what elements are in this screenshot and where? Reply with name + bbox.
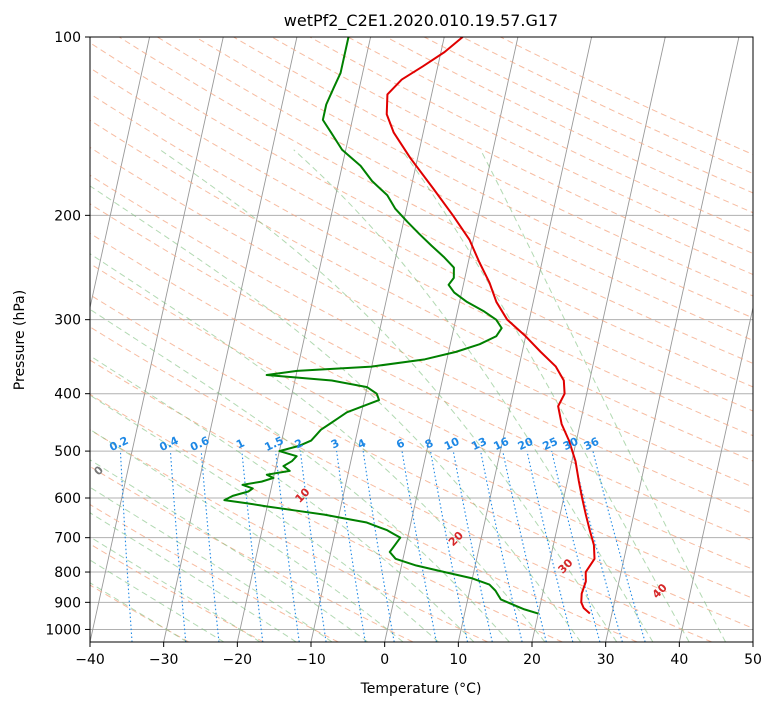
mixing-ratio-line bbox=[362, 451, 395, 642]
y-tick-label: 500 bbox=[54, 444, 81, 460]
y-axis-label: Pressure (hPa) bbox=[12, 290, 28, 390]
y-tick-label: 700 bbox=[54, 531, 81, 547]
dry-adiabat-line bbox=[90, 326, 712, 642]
dry-adiabat-line bbox=[90, 232, 753, 570]
dry-adiabat-line bbox=[90, 263, 753, 599]
isotherm-line bbox=[457, 37, 593, 642]
mixing-ratio-line bbox=[526, 450, 574, 642]
isotherm-line bbox=[163, 37, 298, 642]
moist-adiabat-line bbox=[159, 149, 618, 642]
moist-adiabat-line bbox=[90, 536, 261, 642]
x-tick-label: 30 bbox=[597, 652, 615, 668]
mixing-ratio-label: 36 bbox=[582, 435, 602, 453]
chart-title: wetPf2_C2E1.2020.010.19.57.G17 bbox=[284, 11, 558, 31]
isotherm-line bbox=[90, 37, 224, 642]
isotherm-line bbox=[531, 37, 666, 642]
moist-adiabat-line bbox=[90, 185, 582, 642]
dewpoint-line bbox=[223, 37, 539, 615]
isotherm-line bbox=[236, 37, 372, 642]
moist-adiabat-line bbox=[90, 512, 297, 642]
y-tick-label: 400 bbox=[54, 387, 81, 403]
temperature-line bbox=[385, 37, 596, 615]
mixing-ratio-line bbox=[401, 451, 437, 642]
moist-adiabat-line bbox=[480, 149, 727, 642]
mixing-ratio-line bbox=[299, 451, 327, 642]
x-axis-label: Temperature (°C) bbox=[360, 681, 482, 697]
isotherm-line bbox=[678, 305, 753, 642]
sounding-series bbox=[223, 37, 596, 615]
y-tick-label: 900 bbox=[54, 595, 81, 611]
mixing-ratio-line bbox=[452, 450, 493, 642]
dry-adiabat-line bbox=[90, 146, 753, 488]
dry-adiabat-line bbox=[118, 37, 753, 364]
y-tick-label: 600 bbox=[54, 491, 81, 507]
dry-adiabat-line bbox=[195, 37, 753, 319]
dry-adiabat-line bbox=[90, 203, 753, 542]
moist-adiabat-line bbox=[90, 486, 333, 642]
mixing-ratio-label: 16 bbox=[492, 435, 512, 453]
mixing-ratio-label: 25 bbox=[541, 435, 560, 453]
x-tick-label: 40 bbox=[670, 652, 688, 668]
moist-adiabat-line bbox=[90, 428, 404, 642]
dry-adiabat-line bbox=[90, 393, 563, 642]
mixing-ratio-line bbox=[551, 450, 601, 642]
x-tick-label: −20 bbox=[223, 652, 253, 668]
mixing-ratio-line bbox=[336, 451, 366, 642]
x-tick-label: −40 bbox=[75, 652, 105, 668]
dry-adiabat-line bbox=[385, 37, 753, 214]
isotherm-line bbox=[384, 37, 519, 642]
x-tick-label: −10 bbox=[296, 652, 326, 668]
y-tick-label: 800 bbox=[54, 565, 81, 581]
isotherm-line bbox=[605, 37, 740, 642]
mixing-ratio-line bbox=[592, 450, 646, 642]
mixing-ratio-line bbox=[502, 450, 547, 642]
dry-adiabat-line bbox=[271, 37, 753, 276]
y-tick-label: 200 bbox=[54, 208, 81, 224]
isotherms bbox=[90, 37, 753, 642]
dry-adiabat-line bbox=[90, 174, 753, 515]
dry-adiabat-line bbox=[157, 37, 753, 341]
moist-adiabat-line bbox=[90, 559, 225, 642]
y-tick-label: 1000 bbox=[45, 622, 81, 638]
mixing-ratio-line bbox=[241, 451, 264, 642]
y-tick-label: 100 bbox=[54, 30, 81, 46]
dry-adiabat-line bbox=[90, 503, 339, 642]
plot-frame bbox=[89, 36, 754, 643]
dry-adiabat-line bbox=[347, 37, 753, 234]
dry-adiabat-line bbox=[90, 294, 753, 629]
dry-adiabat-line bbox=[90, 429, 488, 642]
x-tick-label: 20 bbox=[523, 652, 541, 668]
mixing-ratio-label: 13 bbox=[469, 435, 488, 453]
y-axis-ticks: 100 200 300 400 500 600 700 800 900 1000 bbox=[45, 30, 90, 638]
x-axis-ticks: −40 −30 −20 −10 0 10 20 30 40 50 bbox=[75, 642, 762, 668]
mixing-ratio-line bbox=[480, 450, 523, 642]
dry-adiabat-line bbox=[309, 37, 753, 255]
x-tick-label: 0 bbox=[380, 652, 389, 668]
x-tick-label: 50 bbox=[744, 652, 762, 668]
mixing-ratio-line bbox=[275, 451, 300, 642]
isotherm-line bbox=[90, 37, 151, 310]
mixing-ratio-label: 30 bbox=[561, 435, 581, 453]
moist-adiabat-line bbox=[90, 394, 439, 642]
mixing-ratio-label: 10 bbox=[442, 435, 462, 453]
mixing-ratio-label: 20 bbox=[516, 435, 536, 453]
dry-adiabat-line bbox=[90, 359, 638, 642]
y-tick-label: 300 bbox=[54, 313, 81, 329]
moist-adiabat-line bbox=[90, 308, 510, 642]
dry-adiabats bbox=[90, 37, 753, 642]
x-tick-label: −30 bbox=[149, 652, 179, 668]
x-tick-label: 10 bbox=[449, 652, 467, 668]
mixing-ratio-line bbox=[430, 451, 469, 642]
dry-adiabat-line bbox=[233, 37, 753, 297]
